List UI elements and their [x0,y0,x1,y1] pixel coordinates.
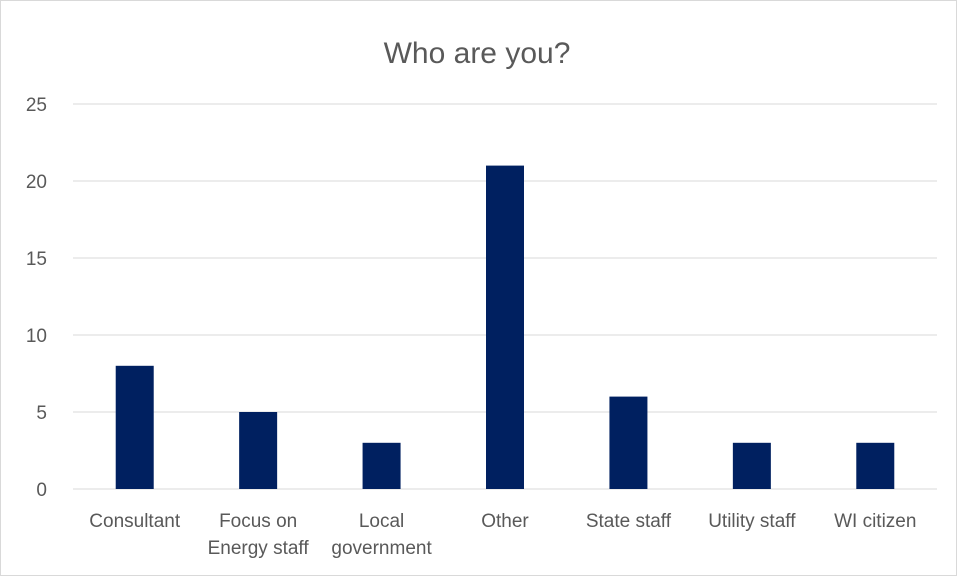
x-tick-label: WI citizen [834,511,916,532]
bar [732,442,771,489]
x-tick-label: Utility staff [708,511,796,532]
bar [609,396,648,489]
y-tick-label: 5 [36,403,47,424]
x-tick-label: State staff [586,511,672,532]
bar [115,365,154,489]
x-axis-tick-labels: Consultant Focus on Energy staff Local gover… [89,511,916,559]
bar [486,165,524,489]
y-tick-label: 15 [26,249,47,270]
y-tick-label: 0 [36,480,47,501]
bar [362,442,401,489]
y-axis-tick-labels: 0 5 10 15 20 25 [26,95,47,501]
bar [856,442,895,489]
y-tick-label: 10 [26,326,47,347]
bars [115,165,895,489]
y-tick-label: 25 [26,95,47,116]
x-tick-label: Other [481,511,529,532]
y-tick-label: 20 [26,172,47,193]
bar [239,412,278,489]
x-tick-label: Consultant [89,511,181,532]
x-tick-label: Local government [331,511,432,559]
x-tick-label: Focus on Energy staff [208,511,310,559]
chart-title: Who are you? [384,37,571,70]
